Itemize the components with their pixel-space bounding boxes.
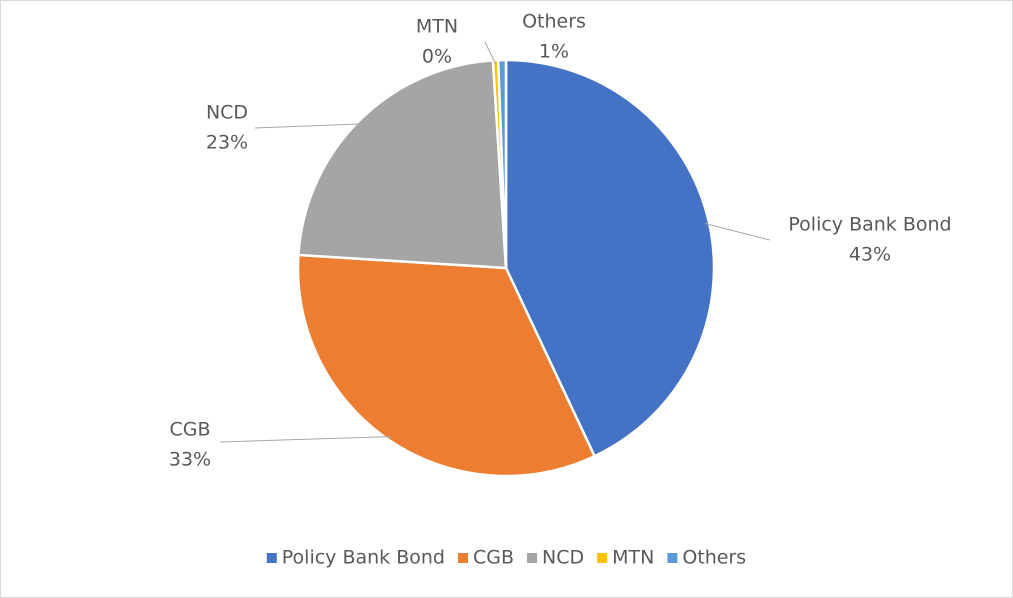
pie-slice [296,253,597,478]
data-label-value: 0% [422,46,452,68]
pie-slice [504,58,716,458]
data-label-value: 23% [206,132,248,154]
data-label-name: CGB [169,419,210,441]
data-label-value: 43% [849,244,891,266]
leader-line [484,41,497,65]
legend-label: CGB [473,547,514,569]
legend-swatch [527,553,538,563]
data-label-value: 33% [169,449,211,471]
legend-label: MTN [612,547,654,569]
legend-label: Policy Bank Bond [282,547,445,569]
data-label-name: Others [522,11,586,33]
legend-swatch [266,553,277,563]
legend-label: Others [682,547,746,569]
legend-label: NCD [542,547,584,569]
legend-swatch [457,553,468,563]
leader-line [254,123,362,129]
legend-swatch [667,553,678,563]
data-label-value: 1% [539,41,569,63]
pie-slice [496,58,508,269]
leader-line [219,436,392,443]
data-label-name: NCD [206,102,248,124]
legend-swatch [597,553,608,563]
data-label-name: Policy Bank Bond [788,214,951,236]
data-label-name: MTN [416,16,458,38]
leader-line [704,223,771,241]
pie-slice [297,59,508,270]
